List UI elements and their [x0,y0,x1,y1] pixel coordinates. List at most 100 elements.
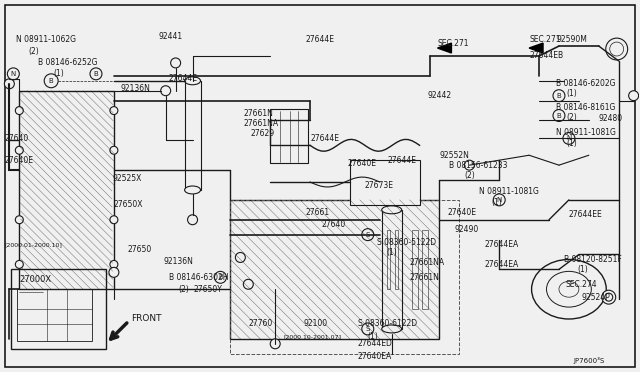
Text: 27661NA: 27661NA [410,258,445,267]
Bar [350,160,420,205]
Text: 92442: 92442 [428,91,452,100]
Text: (2): (2) [465,171,475,180]
Text: 92136N: 92136N [121,84,151,93]
Ellipse shape [15,107,23,115]
Text: 27644E: 27644E [305,35,334,44]
Text: 92490: 92490 [454,225,479,234]
Text: B: B [93,71,99,77]
Ellipse shape [161,86,171,96]
Text: 27650Y: 27650Y [193,285,223,294]
Text: 27644E: 27644E [169,74,198,83]
Bar [19,91,114,289]
Text: 92552N: 92552N [440,151,469,160]
Ellipse shape [553,110,565,122]
Text: 27661: 27661 [305,208,329,217]
Ellipse shape [214,271,227,283]
Ellipse shape [270,339,280,349]
Text: 92480: 92480 [599,114,623,123]
Bar [230,200,460,354]
Text: 92525X: 92525X [113,174,142,183]
Text: JP7600³S: JP7600³S [574,357,605,364]
Text: 27640: 27640 [322,220,346,229]
Text: S 08360-6122D: S 08360-6122D [358,320,417,328]
Ellipse shape [243,279,253,289]
Text: (2): (2) [179,285,189,294]
Text: SEC.271: SEC.271 [529,35,561,44]
Text: 27640E: 27640E [447,208,476,217]
Ellipse shape [605,38,628,60]
Ellipse shape [362,323,374,335]
Ellipse shape [188,215,198,225]
Ellipse shape [381,206,402,214]
Bar [230,200,440,339]
Ellipse shape [90,68,102,80]
Text: N 08911-1081G: N 08911-1081G [556,128,616,137]
Ellipse shape [381,325,402,333]
Ellipse shape [110,260,118,268]
Text: 27640: 27640 [4,134,29,143]
Ellipse shape [553,90,565,102]
Text: B 08156-61233: B 08156-61233 [449,161,508,170]
Ellipse shape [184,77,200,85]
Bar [395,230,397,289]
Ellipse shape [110,216,118,224]
Text: FRONT: FRONT [131,314,161,324]
Ellipse shape [628,91,639,101]
Text: 92441: 92441 [159,32,183,41]
Bar [270,109,308,163]
Bar [412,230,417,309]
Text: S 08360-5122D: S 08360-5122D [377,238,436,247]
Text: 27640EA: 27640EA [358,352,392,361]
Ellipse shape [602,290,616,304]
Bar [184,81,200,190]
Text: (1): (1) [368,332,378,341]
Ellipse shape [362,229,374,241]
Text: B: B [49,78,54,84]
Text: N 08911-1062G: N 08911-1062G [17,35,76,44]
Text: B: B [557,93,561,99]
Text: 27650X: 27650X [114,201,143,209]
Text: (1): (1) [387,248,397,257]
Ellipse shape [15,260,23,268]
Text: N: N [497,197,502,203]
Text: S: S [365,232,370,238]
Text: 27644EE: 27644EE [569,210,603,219]
Text: 27661N: 27661N [243,109,273,118]
Text: B 08146-6302H: B 08146-6302H [169,273,228,282]
Text: (2): (2) [28,46,39,55]
Text: B 08146-8161G: B 08146-8161G [556,103,615,112]
Polygon shape [438,43,451,53]
Text: 27644EA: 27644EA [484,260,518,269]
Bar [12,269,106,349]
Bar [387,230,390,289]
Text: SEC.271: SEC.271 [438,39,469,48]
Bar [17,289,92,341]
Text: 92524P: 92524P [582,293,611,302]
Text: 27661N: 27661N [410,273,440,282]
Text: 27644EA: 27644EA [484,240,518,249]
Text: (1): (1) [577,265,588,274]
Text: B 08120-8251F: B 08120-8251F [564,255,621,264]
Ellipse shape [559,281,579,297]
Ellipse shape [8,68,19,80]
Ellipse shape [547,271,591,307]
Ellipse shape [563,132,575,144]
Text: 27644E: 27644E [310,134,339,143]
Text: 92100: 92100 [303,320,327,328]
Text: (1): (1) [566,139,577,148]
Ellipse shape [110,107,118,115]
Text: N 08911-1081G: N 08911-1081G [479,187,539,196]
Text: SEC.274: SEC.274 [566,280,598,289]
Ellipse shape [171,58,180,68]
Ellipse shape [44,74,58,88]
Text: 27629: 27629 [250,129,275,138]
Text: 27640E: 27640E [4,156,33,165]
Text: 92136N: 92136N [164,257,193,266]
Ellipse shape [532,259,606,319]
Text: B: B [557,113,561,119]
Bar [422,230,428,309]
Text: 27644ED: 27644ED [358,339,393,348]
Text: B: B [218,274,223,280]
Ellipse shape [493,194,505,206]
Polygon shape [529,43,543,53]
